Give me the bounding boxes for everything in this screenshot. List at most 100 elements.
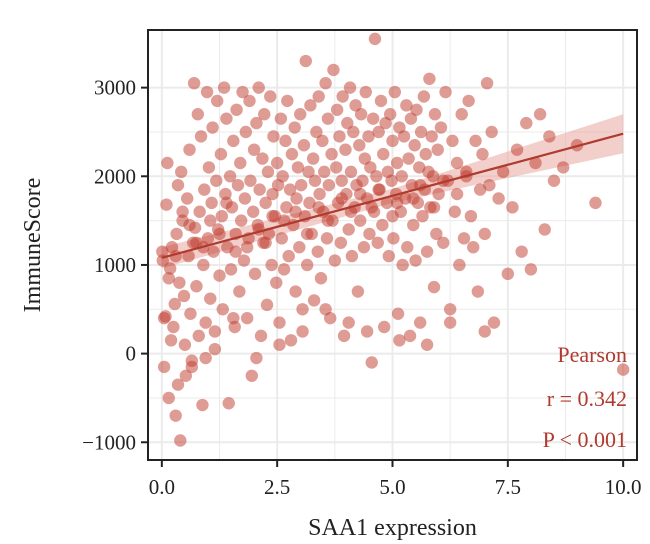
data-point [290, 192, 303, 205]
stats-annotation: Pearson r = 0.342 P < 0.001 [543, 342, 627, 452]
data-point [193, 205, 206, 218]
data-point [312, 201, 325, 214]
data-point [390, 196, 404, 210]
data-point [214, 147, 228, 161]
data-point [270, 156, 284, 170]
data-point [236, 85, 249, 99]
data-point [314, 272, 328, 285]
data-point [199, 316, 212, 329]
data-point [275, 232, 288, 245]
data-point [185, 360, 199, 374]
data-point [299, 54, 312, 68]
data-point [266, 209, 279, 223]
data-point [265, 258, 278, 272]
data-point [330, 103, 344, 116]
data-point [231, 178, 245, 192]
data-point [191, 108, 205, 121]
data-point [413, 316, 427, 329]
data-point [319, 76, 332, 90]
regression-line-path [161, 132, 624, 259]
data-point [307, 294, 321, 307]
data-point [206, 121, 219, 134]
data-point [471, 285, 485, 298]
data-point [223, 170, 237, 183]
data-point [194, 130, 208, 143]
data-point [259, 236, 272, 249]
y-tick-label: −1000 [82, 430, 136, 454]
data-point [239, 125, 252, 139]
data-point [533, 108, 547, 121]
data-point [510, 143, 524, 156]
data-point [408, 139, 421, 152]
data-point [220, 112, 233, 125]
data-point [383, 108, 397, 121]
annotation-r: r = 0.342 [547, 386, 627, 411]
data-point [342, 316, 355, 329]
data-point [377, 147, 390, 161]
y-tick-label: 2000 [94, 164, 136, 188]
data-point [420, 245, 434, 258]
data-point [395, 170, 408, 183]
data-point [308, 174, 322, 187]
data-point [182, 249, 195, 263]
data-point [210, 94, 224, 108]
data-point [296, 303, 309, 316]
data-point [344, 165, 358, 179]
x-tick-label: 10.0 [605, 475, 642, 499]
data-point [547, 174, 561, 187]
data-point [176, 205, 189, 218]
data-point [417, 90, 431, 103]
data-point [304, 99, 317, 112]
data-point [306, 152, 320, 165]
data-point [283, 183, 297, 196]
data-point [303, 196, 316, 210]
data-point [376, 218, 389, 232]
data-point [335, 174, 348, 187]
data-point [297, 139, 311, 152]
data-point [156, 245, 169, 258]
data-point [443, 316, 457, 329]
data-point [464, 209, 478, 223]
data-point [407, 218, 420, 232]
data-point [434, 121, 448, 134]
x-tick-label: 7.5 [495, 475, 521, 499]
data-point [425, 130, 438, 143]
data-point [430, 227, 443, 241]
data-point [300, 227, 314, 241]
data-point [184, 307, 197, 320]
data-point [229, 245, 242, 258]
data-point [374, 94, 388, 108]
data-point [400, 99, 413, 112]
data-point [431, 143, 444, 156]
data-point [543, 130, 556, 143]
data-point [183, 218, 196, 232]
data-point [161, 156, 174, 170]
data-point [328, 254, 342, 267]
data-point [183, 143, 196, 156]
data-point [396, 258, 409, 272]
data-point [302, 165, 315, 179]
data-point [467, 241, 480, 254]
x-tick-label: 2.5 [264, 475, 290, 499]
data-point [230, 103, 243, 116]
data-point [359, 85, 372, 99]
data-point [279, 134, 292, 148]
data-point [261, 165, 275, 179]
data-point [273, 338, 286, 351]
data-point [589, 196, 602, 210]
data-point [162, 272, 175, 285]
data-point [157, 311, 171, 325]
data-point [260, 298, 274, 312]
y-axis-title: ImmuneScore [20, 178, 46, 313]
data-point [343, 81, 357, 94]
data-point [432, 187, 445, 201]
data-point [538, 223, 551, 236]
data-point [243, 94, 256, 108]
data-point [238, 192, 252, 205]
y-tick-label: 1000 [94, 253, 136, 277]
y-tick-label: 0 [126, 342, 137, 366]
data-point [227, 134, 240, 148]
data-point [276, 170, 289, 183]
data-point [457, 232, 471, 245]
